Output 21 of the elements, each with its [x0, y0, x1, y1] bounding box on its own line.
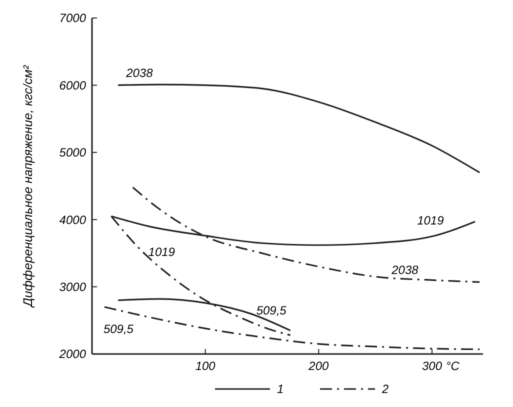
x-tick-label: 200	[308, 359, 329, 373]
y-tick-label: 5000	[59, 146, 86, 160]
x-tick-label: 100	[195, 359, 216, 373]
series-label: 509,5	[256, 303, 287, 318]
x-tick-label: 300	[422, 359, 442, 373]
y-tick-label: 3000	[59, 280, 86, 294]
line-series	[104, 306, 480, 350]
series-label: 1019	[417, 214, 444, 228]
text: 1	[277, 382, 284, 396]
y-tick-label: 6000	[59, 78, 86, 92]
y-tick-label: 7000	[59, 11, 86, 26]
series-label: 2038	[390, 263, 419, 278]
y-tick-label: 2000	[58, 347, 86, 362]
y-axis-title: Дифференциальное напряжение, кгс/см²	[21, 64, 35, 309]
series-label: 1019	[148, 245, 176, 260]
x-axis-title: °C	[446, 359, 460, 373]
series-label: 509,5	[103, 322, 134, 336]
y-tick-label: 4000	[59, 212, 86, 227]
line-series	[117, 84, 480, 174]
series-label: 2038	[125, 66, 154, 80]
text: 2	[381, 382, 389, 396]
